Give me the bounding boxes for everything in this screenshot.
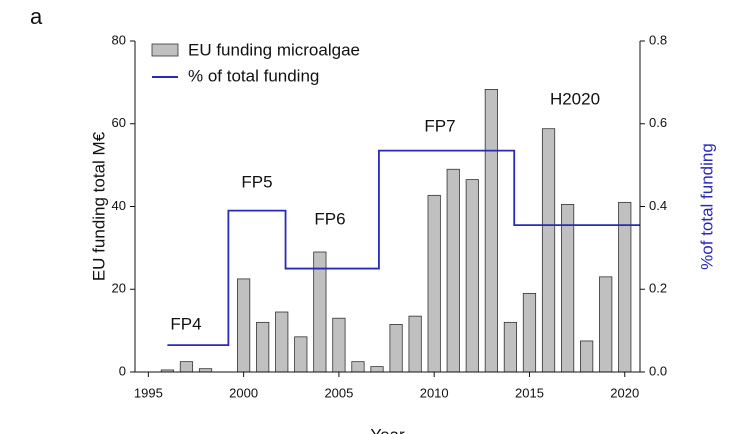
- bar: [580, 340, 594, 373]
- x-tick-label: 2020: [610, 385, 639, 400]
- x-tick-label: 2015: [515, 385, 544, 400]
- bar: [313, 251, 327, 373]
- bar: [294, 336, 308, 373]
- annotation: H2020: [550, 89, 600, 108]
- annotation: FP7: [424, 116, 455, 135]
- y-tick-label: 0: [119, 363, 126, 378]
- bar: [503, 321, 518, 373]
- y2-tick-label: 0.2: [649, 281, 667, 296]
- bar: [179, 361, 194, 373]
- bar: [446, 168, 460, 373]
- x-tick-label: 2010: [420, 385, 449, 400]
- y-tick-label: 80: [112, 32, 126, 47]
- bar: [427, 194, 441, 373]
- annotation: FP6: [314, 209, 345, 228]
- annotation: FP4: [170, 314, 201, 333]
- x-tick-label: 2005: [324, 385, 353, 400]
- bar: [484, 89, 498, 373]
- panel-label: a: [30, 4, 43, 29]
- x-tick-label: 2000: [229, 385, 258, 400]
- y2-tick-label: 0.0: [649, 363, 667, 378]
- y2-tick-label: 0.4: [649, 198, 667, 213]
- y-tick-label: 60: [112, 115, 126, 130]
- bar: [599, 276, 613, 373]
- bar: [560, 204, 575, 373]
- bar: [408, 315, 422, 373]
- x-axis-label: Year: [370, 425, 405, 434]
- y-tick-label: 20: [112, 281, 126, 296]
- x-tick-label: 1995: [134, 385, 163, 400]
- bar: [332, 317, 346, 373]
- bar: [275, 311, 289, 373]
- bar: [465, 179, 479, 373]
- bar: [256, 321, 270, 373]
- step-line: [167, 149, 640, 347]
- bar: [389, 324, 403, 373]
- legend-label: % of total funding: [188, 66, 319, 85]
- y-axis-label: EU funding total M€: [89, 131, 108, 281]
- y2-axis-label: %of total funding: [697, 143, 716, 270]
- y2-tick-label: 0.6: [649, 115, 667, 130]
- bar: [541, 128, 556, 373]
- bar: [370, 366, 384, 373]
- legend-label: EU funding microalgae: [188, 40, 360, 59]
- bar: [522, 292, 537, 373]
- y-tick-label: 40: [112, 198, 126, 213]
- y2-tick-label: 0.8: [649, 32, 667, 47]
- bar: [351, 361, 365, 373]
- bar: [618, 201, 632, 373]
- legend-swatch: [151, 43, 179, 57]
- bar: [237, 278, 251, 373]
- annotation: FP5: [241, 172, 272, 191]
